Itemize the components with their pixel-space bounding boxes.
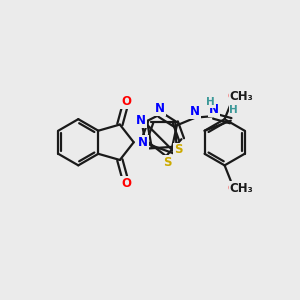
Text: N: N — [209, 103, 219, 116]
Text: O: O — [121, 177, 131, 190]
Text: S: S — [164, 156, 172, 169]
Text: N: N — [138, 136, 148, 149]
Text: H: H — [230, 105, 238, 115]
Text: N: N — [136, 114, 146, 127]
Text: S: S — [174, 143, 183, 157]
Text: N: N — [190, 105, 200, 118]
Text: CH₃: CH₃ — [230, 90, 254, 103]
Text: O: O — [227, 182, 237, 195]
Text: CH₃: CH₃ — [230, 182, 254, 195]
Text: O: O — [121, 95, 131, 108]
Text: H: H — [206, 97, 215, 107]
Text: O: O — [227, 90, 237, 103]
Text: N: N — [155, 102, 165, 115]
